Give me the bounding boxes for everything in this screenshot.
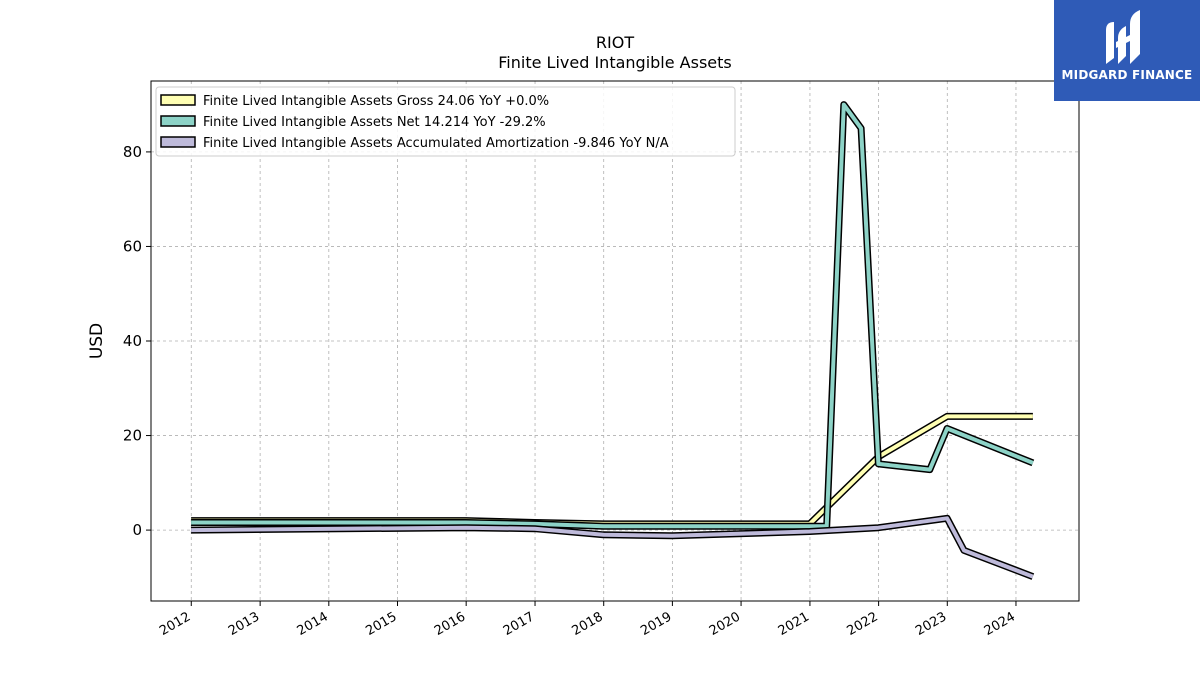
legend: Finite Lived Intangible Assets Gross 24.… — [155, 86, 736, 157]
series-line — [191, 516, 1034, 579]
x-tick-label: 2016 — [432, 609, 468, 639]
chart-title: RIOT — [596, 33, 634, 52]
legend-label: Finite Lived Intangible Assets Gross 24.… — [203, 94, 549, 109]
series-line — [191, 102, 1034, 529]
y-tick-label: 60 — [123, 237, 142, 255]
chart-subtitle: Finite Lived Intangible Assets — [498, 53, 731, 72]
axes: 2012 2013 2014 2015 2016 2017 2018 2019 2020 2021… — [123, 143, 1018, 639]
legend-swatch — [160, 115, 196, 127]
midgard-m-icon — [1106, 10, 1140, 64]
brand-logo: MIDGARD FINANCE — [1054, 0, 1200, 101]
legend-label: Finite Lived Intangible Assets Net 14.21… — [203, 115, 546, 130]
series-2 — [191, 101, 1035, 530]
y-tick-label: 0 — [132, 521, 142, 539]
legend-label: Finite Lived Intangible Assets Accumulat… — [203, 136, 669, 151]
x-tick-label: 2023 — [913, 609, 949, 639]
x-tick-label: 2019 — [638, 609, 674, 639]
x-tick-label: 2013 — [226, 609, 262, 639]
legend-swatch — [160, 136, 196, 148]
series-line-outline — [191, 101, 1035, 530]
x-tick-label: 2021 — [776, 609, 812, 639]
y-tick-label: 40 — [123, 332, 142, 350]
brand-name: MIDGARD FINANCE — [1061, 68, 1193, 82]
x-tick-label: 2020 — [707, 609, 743, 639]
x-tick-label: 2012 — [157, 609, 193, 639]
series-3 — [191, 514, 1035, 580]
series-lines — [191, 101, 1035, 580]
x-tick-label: 2015 — [363, 609, 399, 639]
legend-frame — [155, 86, 736, 157]
x-tick-label: 2024 — [982, 609, 1018, 639]
y-tick-label: 80 — [123, 143, 142, 161]
x-tick-label: 2018 — [570, 609, 606, 639]
x-tick-label: 2017 — [501, 609, 537, 639]
x-tick-label: 2014 — [295, 609, 331, 639]
x-tick-label: 2022 — [844, 609, 880, 639]
y-axis-label: USD — [87, 323, 107, 359]
legend-swatch — [160, 94, 196, 106]
grid — [151, 81, 1079, 601]
y-tick-label: 20 — [123, 427, 142, 445]
